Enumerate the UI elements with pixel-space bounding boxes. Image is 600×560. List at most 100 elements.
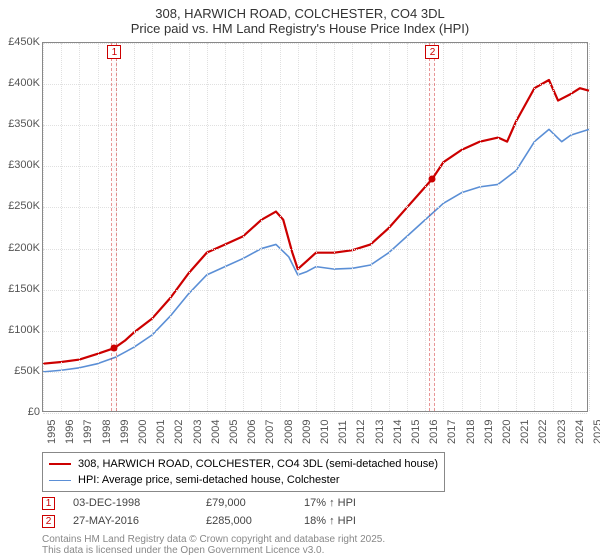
chart-plot-area: 12 [42, 42, 588, 412]
gridline-vertical [443, 43, 444, 411]
legend: 308, HARWICH ROAD, COLCHESTER, CO4 3DL (… [42, 452, 445, 492]
x-axis-label: 2009 [301, 420, 313, 444]
gridline-vertical [371, 43, 372, 411]
gridline-vertical [589, 43, 590, 411]
gridline-horizontal [43, 207, 587, 208]
transaction-delta: 18% ↑ HPI [304, 515, 424, 527]
transaction-marker-1: 1 [42, 497, 55, 510]
marker-point-2 [429, 175, 436, 182]
x-axis-label: 1999 [119, 420, 131, 444]
x-axis-label: 2007 [264, 420, 276, 444]
x-axis-label: 1995 [46, 420, 58, 444]
x-axis-label: 2021 [519, 420, 531, 444]
x-axis-label: 1996 [64, 420, 76, 444]
x-axis-label: 2005 [228, 420, 240, 444]
gridline-horizontal [43, 43, 587, 44]
marker-band [111, 43, 117, 411]
gridline-horizontal [43, 166, 587, 167]
gridline-vertical [261, 43, 262, 411]
marker-box-2: 2 [425, 45, 439, 59]
y-axis-label: £50K [0, 365, 40, 377]
x-axis-label: 2002 [173, 420, 185, 444]
gridline-vertical [462, 43, 463, 411]
y-axis-label: £400K [0, 77, 40, 89]
gridline-vertical [334, 43, 335, 411]
y-axis-label: £250K [0, 200, 40, 212]
x-axis-label: 2008 [283, 420, 295, 444]
x-axis-label: 2000 [137, 420, 149, 444]
gridline-vertical [553, 43, 554, 411]
x-axis-label: 2012 [355, 420, 367, 444]
gridline-horizontal [43, 249, 587, 250]
gridline-vertical [516, 43, 517, 411]
x-axis-label: 2004 [210, 420, 222, 444]
y-axis-label: £200K [0, 242, 40, 254]
gridline-vertical [316, 43, 317, 411]
legend-swatch-hpi [49, 480, 71, 481]
transactions-table: 1 03-DEC-1998 £79,000 17% ↑ HPI 2 27-MAY… [42, 494, 424, 530]
gridline-horizontal [43, 290, 587, 291]
legend-swatch-property [49, 463, 71, 465]
y-axis-label: £450K [0, 36, 40, 48]
y-axis-label: £300K [0, 159, 40, 171]
gridline-vertical [61, 43, 62, 411]
x-axis-label: 2020 [501, 420, 513, 444]
gridline-vertical [243, 43, 244, 411]
title-line1: 308, HARWICH ROAD, COLCHESTER, CO4 3DL [0, 6, 600, 21]
x-axis-label: 2006 [246, 420, 258, 444]
gridline-vertical [134, 43, 135, 411]
x-axis-label: 2010 [319, 420, 331, 444]
gridline-vertical [480, 43, 481, 411]
marker-point-1 [111, 345, 118, 352]
transaction-delta: 17% ↑ HPI [304, 497, 424, 509]
x-axis-label: 2023 [556, 420, 568, 444]
x-axis-label: 2022 [537, 420, 549, 444]
x-axis-label: 2011 [337, 420, 349, 444]
transaction-date: 03-DEC-1998 [73, 497, 188, 509]
gridline-vertical [189, 43, 190, 411]
y-axis-label: £350K [0, 118, 40, 130]
x-axis-label: 2003 [192, 420, 204, 444]
marker-band [429, 43, 435, 411]
gridline-vertical [152, 43, 153, 411]
marker-box-1: 1 [107, 45, 121, 59]
gridline-vertical [207, 43, 208, 411]
x-axis-label: 2014 [392, 420, 404, 444]
y-axis-label: £150K [0, 283, 40, 295]
table-row: 2 27-MAY-2016 £285,000 18% ↑ HPI [42, 512, 424, 530]
gridline-horizontal [43, 125, 587, 126]
gridline-vertical [79, 43, 80, 411]
gridline-vertical [98, 43, 99, 411]
x-axis-label: 2017 [446, 420, 458, 444]
transaction-date: 27-MAY-2016 [73, 515, 188, 527]
gridline-vertical [425, 43, 426, 411]
chart-container: 308, HARWICH ROAD, COLCHESTER, CO4 3DL P… [0, 0, 600, 560]
title-line2: Price paid vs. HM Land Registry's House … [0, 21, 600, 36]
legend-label-property: 308, HARWICH ROAD, COLCHESTER, CO4 3DL (… [78, 456, 438, 472]
gridline-vertical [389, 43, 390, 411]
x-axis-label: 2024 [574, 420, 586, 444]
x-axis-label: 2001 [155, 420, 167, 444]
gridline-vertical [407, 43, 408, 411]
title-block: 308, HARWICH ROAD, COLCHESTER, CO4 3DL P… [0, 0, 600, 36]
table-row: 1 03-DEC-1998 £79,000 17% ↑ HPI [42, 494, 424, 512]
y-axis-label: £100K [0, 324, 40, 336]
gridline-horizontal [43, 372, 587, 373]
x-axis-label: 2025 [592, 420, 600, 444]
chart-svg [43, 43, 587, 411]
legend-row-hpi: HPI: Average price, semi-detached house,… [49, 472, 438, 488]
gridline-horizontal [43, 331, 587, 332]
gridline-vertical [225, 43, 226, 411]
legend-row-property: 308, HARWICH ROAD, COLCHESTER, CO4 3DL (… [49, 456, 438, 472]
transaction-marker-2: 2 [42, 515, 55, 528]
gridline-vertical [352, 43, 353, 411]
credit-line1: Contains HM Land Registry data © Crown c… [42, 534, 385, 545]
x-axis-label: 2013 [374, 420, 386, 444]
gridline-vertical [280, 43, 281, 411]
credit-line2: This data is licensed under the Open Gov… [42, 545, 385, 556]
x-axis-label: 1997 [82, 420, 94, 444]
gridline-horizontal [43, 413, 587, 414]
gridline-vertical [498, 43, 499, 411]
credit-block: Contains HM Land Registry data © Crown c… [42, 534, 385, 556]
gridline-vertical [170, 43, 171, 411]
